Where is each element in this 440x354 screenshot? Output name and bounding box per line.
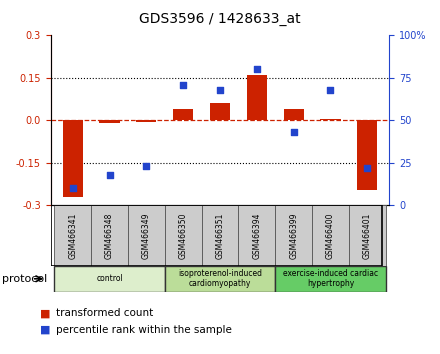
Bar: [165, 266, 275, 292]
Bar: [320, 119, 341, 120]
Point: [106, 172, 113, 178]
Point: [327, 87, 334, 93]
Point: [216, 87, 224, 93]
Bar: [99, 120, 120, 123]
Point: [180, 82, 187, 87]
Text: GSM466349: GSM466349: [142, 212, 151, 259]
Text: GSM466348: GSM466348: [105, 212, 114, 259]
Bar: [202, 205, 238, 266]
Bar: [312, 205, 349, 266]
Text: GDS3596 / 1428633_at: GDS3596 / 1428633_at: [139, 12, 301, 27]
Bar: [128, 205, 165, 266]
Text: GSM466401: GSM466401: [363, 212, 372, 259]
Text: ■: ■: [40, 325, 50, 335]
Text: GSM466394: GSM466394: [252, 212, 261, 259]
Bar: [62, 120, 83, 197]
Bar: [165, 205, 202, 266]
Point: [364, 165, 371, 171]
Text: GSM466399: GSM466399: [289, 212, 298, 259]
Bar: [357, 120, 378, 190]
Bar: [136, 120, 157, 122]
Bar: [210, 103, 230, 120]
Text: GSM466351: GSM466351: [216, 212, 224, 259]
Text: percentile rank within the sample: percentile rank within the sample: [56, 325, 232, 335]
Point: [253, 67, 260, 72]
Text: protocol: protocol: [2, 274, 48, 284]
Text: ■: ■: [40, 308, 50, 318]
Bar: [54, 266, 165, 292]
Bar: [283, 109, 304, 120]
Bar: [349, 205, 386, 266]
Bar: [238, 205, 275, 266]
Bar: [54, 205, 91, 266]
Text: exercise-induced cardiac
hypertrophy: exercise-induced cardiac hypertrophy: [283, 269, 378, 289]
Text: transformed count: transformed count: [56, 308, 154, 318]
Point: [290, 130, 297, 135]
Bar: [173, 109, 193, 120]
Bar: [275, 205, 312, 266]
Point: [69, 185, 76, 191]
Bar: [91, 205, 128, 266]
Bar: [247, 75, 267, 120]
Text: control: control: [96, 274, 123, 283]
Bar: [275, 266, 386, 292]
Point: [143, 164, 150, 169]
Text: GSM466341: GSM466341: [68, 212, 77, 259]
Text: GSM466350: GSM466350: [179, 212, 188, 259]
Text: GSM466400: GSM466400: [326, 212, 335, 259]
Text: isoproterenol-induced
cardiomyopathy: isoproterenol-induced cardiomyopathy: [178, 269, 262, 289]
